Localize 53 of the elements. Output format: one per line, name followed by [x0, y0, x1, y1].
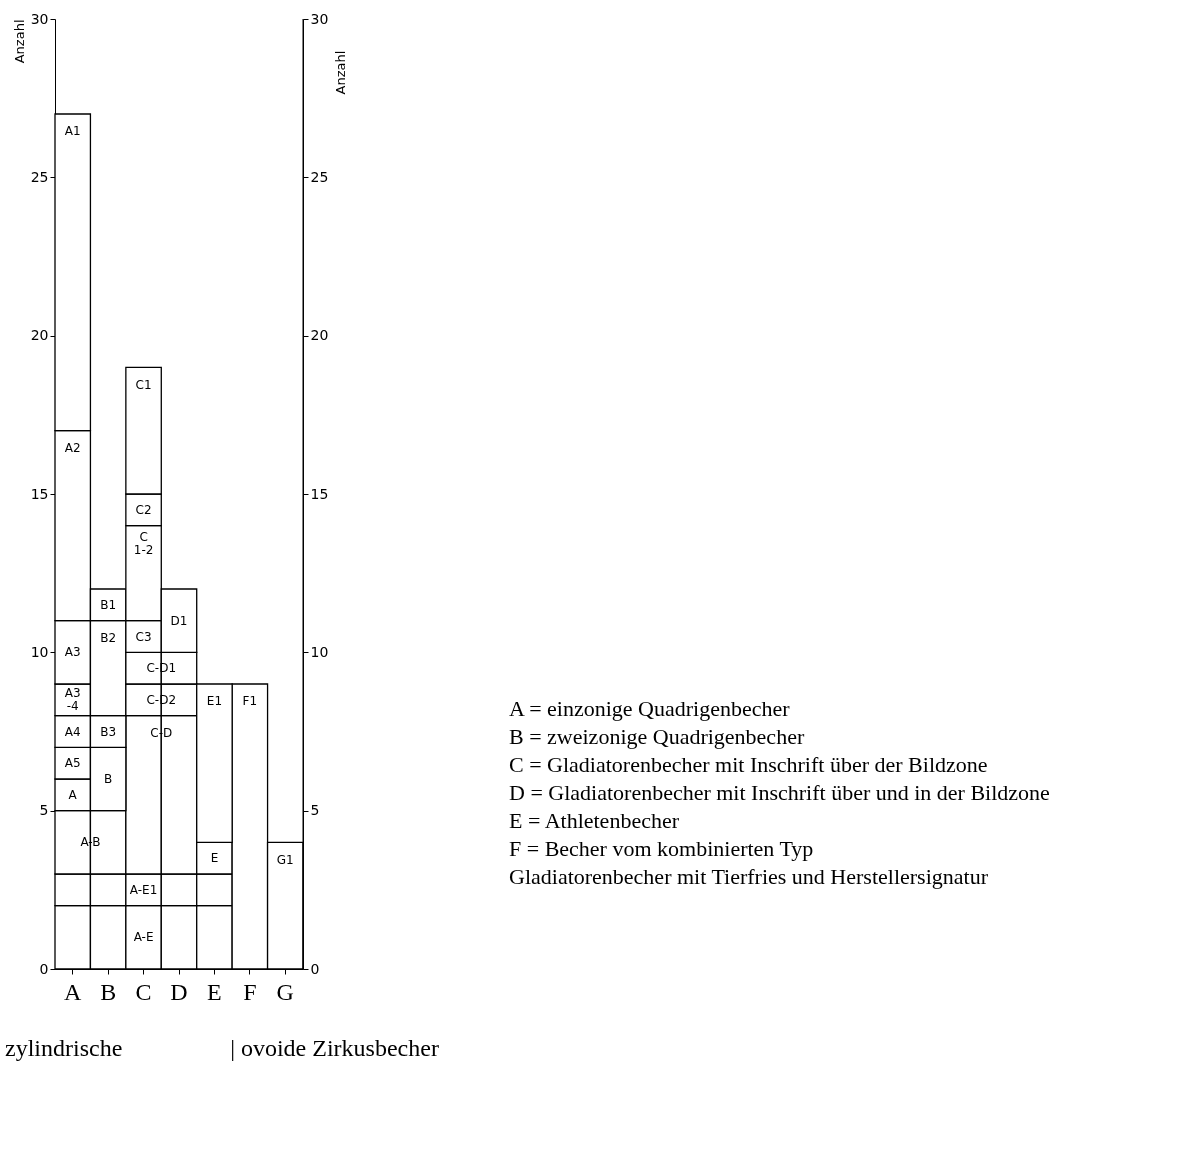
series-label: E: [210, 851, 219, 866]
series-label: G1: [276, 852, 294, 867]
series-label: A3: [64, 645, 81, 660]
x-tick-label: C: [135, 978, 152, 1005]
series-label: E1: [206, 694, 223, 709]
x-tick-label: A: [64, 978, 83, 1005]
series-label: F1: [242, 694, 258, 709]
x-tick-label: G: [276, 978, 294, 1005]
text: zylindrische: [5, 1035, 123, 1061]
y2-tick-label: 25: [310, 168, 329, 185]
series-label: D1: [170, 613, 188, 628]
series-label: A1: [64, 124, 81, 139]
series-label: A5: [64, 756, 81, 771]
x-tick-label: D: [170, 978, 188, 1005]
text: C = Gladiatorenbecher mit Inschrift über der Bildzone: [509, 752, 988, 777]
y-tick-label: 15: [30, 485, 49, 502]
y2-tick-label: 0: [310, 960, 320, 977]
y2-tick-label: 15: [310, 485, 329, 502]
y2-axis-title: Anzahl: [332, 50, 348, 95]
y2-tick-label: 10: [310, 643, 329, 660]
y-tick-label: 0: [39, 960, 49, 977]
series-label: B1: [100, 597, 117, 612]
y-tick-label: 30: [30, 10, 49, 27]
text: A = einzonige Quadrigenbecher: [509, 696, 791, 721]
y-tick-label: 25: [30, 168, 49, 185]
text: | ovoide Zirkusbecher: [230, 1035, 439, 1061]
y-tick-label: 10: [30, 643, 49, 660]
x-tick-label: F: [243, 978, 257, 1005]
y2-tick-label: 5: [310, 802, 320, 819]
series-label: A: [68, 787, 78, 802]
y2-tick-label: 20: [310, 327, 329, 344]
x-tick-label: B: [100, 978, 117, 1005]
y2-tick-label: 30: [310, 10, 329, 27]
y-axis-title: Anzahl: [11, 19, 27, 64]
series-label: A-E: [133, 930, 154, 945]
series-label: C1: [135, 377, 152, 392]
series-label: A3 -4: [64, 686, 81, 714]
series-label: C 1-2: [133, 529, 154, 557]
text: D = Gladiatorenbecher mit Inschrift über und in der Bildzone: [509, 780, 1050, 805]
text: B = zweizonige Quadrigenbecher: [509, 724, 805, 749]
text: F = Becher vom kombinierten Typ Gladiatorenbecher mit Tierfries und Herstellersignatur: [509, 836, 989, 889]
text: E = Athletenbecher: [509, 808, 680, 833]
y-tick-label: 5: [39, 802, 49, 819]
series-label: B3: [100, 724, 117, 739]
series-label: A-E1: [129, 882, 158, 897]
series-label: A2: [64, 441, 81, 456]
series-label: C2: [135, 502, 152, 517]
series-label: B: [104, 772, 113, 786]
y-tick-label: 20: [30, 327, 49, 344]
series-label: A4: [64, 724, 81, 739]
series-label: B2: [100, 631, 117, 646]
x-tick-label: E: [207, 978, 222, 1005]
series-label: C3: [135, 629, 152, 644]
